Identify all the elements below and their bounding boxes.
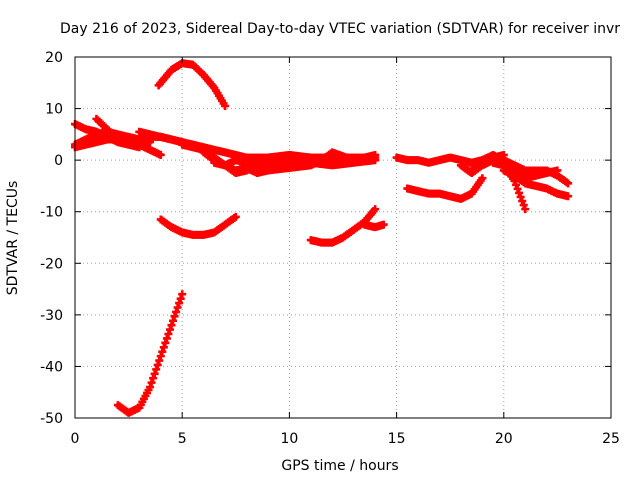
data-point: [515, 188, 524, 197]
x-tick-label: 25: [602, 431, 620, 447]
x-tick-label: 0: [71, 431, 80, 447]
data-point: [478, 174, 487, 183]
x-tick-label: 20: [495, 431, 513, 447]
series-track-13: [360, 220, 388, 232]
series-track-15: [403, 174, 487, 203]
data-point: [161, 338, 170, 347]
series-track-10: [156, 212, 240, 239]
data-point: [231, 212, 240, 221]
y-tick-label: -20: [40, 256, 63, 272]
data-point: [371, 205, 380, 214]
y-tick-label: 0: [54, 153, 63, 169]
series-track-8: [210, 156, 380, 172]
data-point: [158, 347, 167, 356]
y-axis-label: SDTVAR / TECUs: [5, 181, 21, 296]
data-point: [173, 303, 182, 312]
x-tick-label: 15: [388, 431, 406, 447]
data-point: [146, 138, 155, 147]
data-point: [371, 156, 380, 165]
data-point: [135, 143, 144, 152]
data-point: [155, 356, 164, 365]
data-point: [519, 201, 528, 210]
x-tick-label: 10: [280, 431, 298, 447]
y-tick-label: -50: [40, 411, 63, 427]
data-point: [147, 378, 156, 387]
data-point: [146, 383, 155, 392]
y-tick-label: 10: [45, 102, 63, 118]
y-tick-label: -10: [40, 205, 63, 221]
series-track-4: [92, 114, 144, 152]
data-point: [162, 334, 171, 343]
data-point: [150, 369, 159, 378]
data-point: [221, 101, 230, 110]
data-point: [149, 374, 158, 383]
data-point: [521, 205, 530, 214]
data-point: [512, 180, 521, 189]
data-point: [169, 316, 178, 325]
data-point: [170, 312, 179, 321]
data-point: [165, 325, 174, 334]
data-point: [553, 166, 562, 175]
data-point: [156, 352, 165, 361]
data-point: [516, 192, 525, 201]
x-axis-label: GPS time / hours: [281, 458, 398, 474]
series-track-19: [499, 166, 573, 201]
data-point: [379, 220, 388, 229]
data-point: [175, 299, 184, 308]
series-track-9: [154, 59, 230, 110]
series-track-12: [306, 205, 380, 247]
axis-ticks: 0 5 10 15 20 25 -50 -40 -30 -20 -10 0 10 20: [40, 50, 620, 447]
series-track-11: [113, 290, 187, 417]
y-tick-label: -30: [40, 308, 63, 324]
data-point: [513, 184, 522, 193]
data-point: [564, 179, 573, 188]
x-tick-label: 5: [178, 431, 187, 447]
data-point: [172, 307, 181, 316]
data-point: [152, 365, 161, 374]
data-point: [178, 290, 187, 299]
data-points: [71, 59, 573, 417]
chart-title: Day 216 of 2023, Sidereal Day-to-day VTE…: [60, 21, 620, 37]
data-point: [176, 294, 185, 303]
y-tick-label: -40: [40, 359, 63, 375]
data-point: [518, 197, 527, 206]
data-point: [156, 150, 165, 159]
data-point: [564, 192, 573, 201]
data-point: [153, 360, 162, 369]
plot-frame: [74, 56, 612, 419]
data-point: [164, 330, 173, 339]
y-tick-label: 20: [45, 50, 63, 66]
data-point: [159, 343, 168, 352]
data-point: [167, 321, 176, 330]
